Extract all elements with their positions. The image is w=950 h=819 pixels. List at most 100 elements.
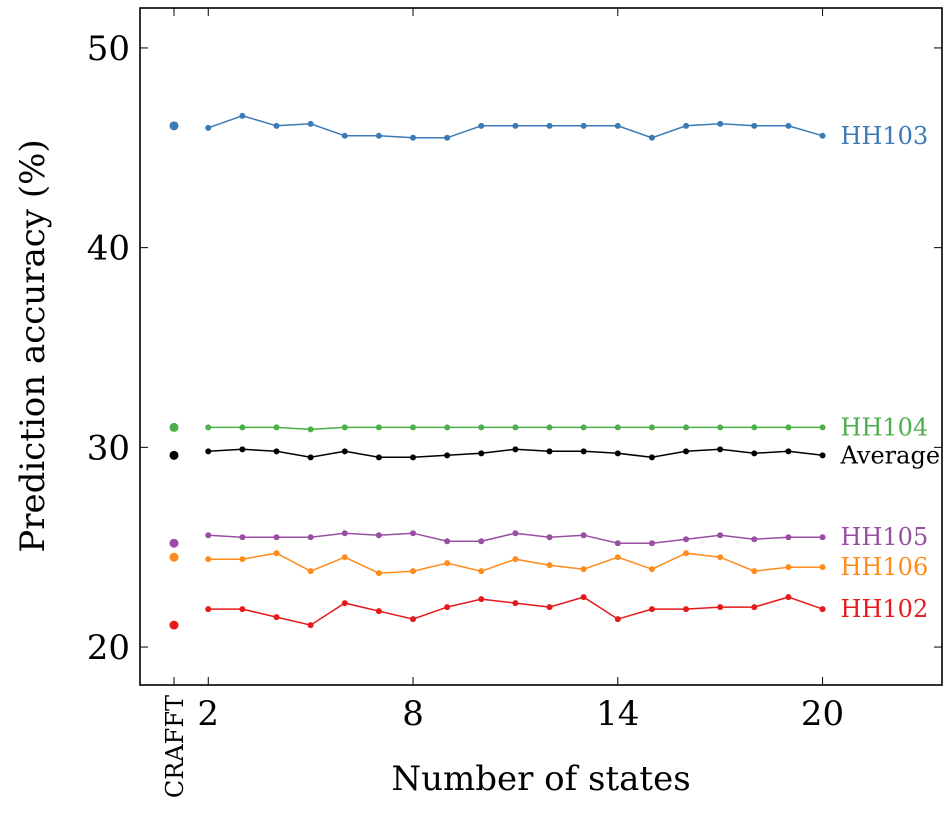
data-point-hh102-1 [239,606,245,612]
data-point-hh104-12 [615,424,621,430]
data-point-hh102-7 [444,604,450,610]
data-point-hh106-8 [478,568,484,574]
data-point-hh103-8 [478,123,484,129]
data-point-hh104-10 [547,424,553,430]
data-point-hh103-4 [342,133,348,139]
data-point-average-6 [410,454,416,460]
data-point-hh103-12 [615,123,621,129]
data-point-hh106-18 [820,564,826,570]
data-point-hh104-18 [820,424,826,430]
y-tick-label-2: 40 [87,229,130,269]
data-point-hh106-9 [512,556,518,562]
data-point-average-17 [785,448,791,454]
data-point-hh103-7 [444,135,450,141]
data-point-hh105-16 [751,536,757,542]
data-point-average-5 [376,454,382,460]
data-point-hh105-5 [376,532,382,538]
data-point-average-0 [205,448,211,454]
data-point-hh106-17 [785,564,791,570]
data-point-hh106-4 [342,554,348,560]
data-point-hh106-10 [547,562,553,568]
data-point-hh105-8 [478,538,484,544]
data-point-hh102-18 [820,606,826,612]
series-average [170,446,826,460]
data-point-average-11 [581,448,587,454]
data-point-average-9 [512,446,518,452]
x-tick-label-0: 2 [197,694,219,734]
data-point-hh102-5 [376,608,382,614]
data-point-hh105-0 [205,532,211,538]
series-hh102 [170,594,826,629]
data-point-hh104-1 [239,424,245,430]
data-point-hh104-11 [581,424,587,430]
data-point-hh104-7 [444,424,450,430]
series-label-average: Average [840,441,940,469]
baseline-point-hh104 [170,423,179,432]
data-point-hh103-9 [512,123,518,129]
data-point-hh104-16 [751,424,757,430]
x-tick-label-3: 20 [801,694,844,734]
data-point-average-15 [717,446,723,452]
data-point-hh103-2 [274,123,280,129]
plot-area [140,8,942,685]
data-point-hh103-14 [683,123,689,129]
data-point-hh103-1 [239,113,245,119]
series-hh106 [170,550,826,576]
data-point-hh106-7 [444,560,450,566]
data-point-hh103-3 [308,121,314,127]
baseline-point-hh102 [170,621,179,630]
data-point-hh104-15 [717,424,723,430]
series-hh104 [170,423,826,432]
data-point-hh106-3 [308,568,314,574]
data-point-average-12 [615,450,621,456]
data-point-hh106-13 [649,566,655,572]
data-point-hh104-8 [478,424,484,430]
data-point-hh102-17 [785,594,791,600]
data-point-hh106-1 [239,556,245,562]
data-point-hh105-15 [717,532,723,538]
data-point-average-18 [820,452,826,458]
data-point-hh105-9 [512,530,518,536]
x-tick-label-2: 14 [596,694,639,734]
baseline-point-hh105 [170,539,179,548]
data-point-average-3 [308,454,314,460]
data-point-average-8 [478,450,484,456]
data-point-hh103-5 [376,133,382,139]
data-point-hh102-15 [717,604,723,610]
data-point-hh103-17 [785,123,791,129]
data-point-average-14 [683,448,689,454]
data-point-hh103-11 [581,123,587,129]
data-point-hh102-6 [410,616,416,622]
series-label-hh103: HH103 [841,122,929,150]
data-point-hh104-0 [205,424,211,430]
data-point-hh105-4 [342,530,348,536]
data-point-hh104-2 [274,424,280,430]
data-point-hh102-3 [308,622,314,628]
data-point-hh103-10 [547,123,553,129]
y-axis-title: Prediction accuracy (%) [13,139,53,552]
series-label-hh105: HH105 [841,523,929,551]
data-point-hh104-9 [512,424,518,430]
series-label-hh106: HH106 [841,553,929,581]
data-point-hh104-3 [308,426,314,432]
series-layer [170,113,826,630]
data-point-average-10 [547,448,553,454]
data-point-hh105-3 [308,534,314,540]
data-point-hh105-2 [274,534,280,540]
data-point-hh104-14 [683,424,689,430]
data-point-average-13 [649,454,655,460]
data-point-average-2 [274,448,280,454]
craft-tick-label: CRAFFT [161,695,189,798]
data-point-hh106-16 [751,568,757,574]
baseline-point-hh106 [170,553,179,562]
data-point-hh105-10 [547,534,553,540]
data-point-hh104-6 [410,424,416,430]
data-point-hh104-4 [342,424,348,430]
y-tick-label-3: 50 [87,29,130,69]
data-point-hh106-12 [615,554,621,560]
data-point-hh106-11 [581,566,587,572]
data-point-hh103-0 [205,125,211,131]
y-tick-label-1: 30 [87,428,130,468]
data-point-hh102-4 [342,600,348,606]
